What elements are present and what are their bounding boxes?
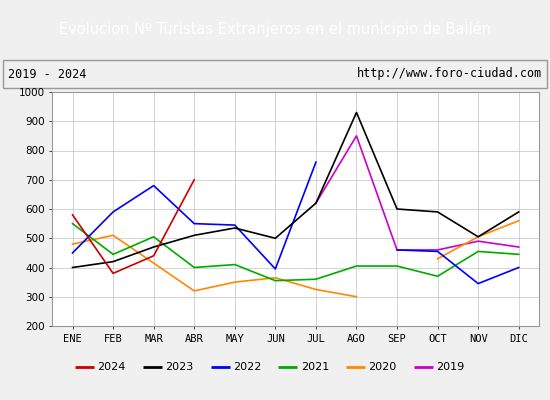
Text: 2021: 2021 — [301, 362, 329, 372]
Text: 2023: 2023 — [165, 362, 194, 372]
Text: 2019: 2019 — [437, 362, 465, 372]
Text: http://www.foro-ciudad.com: http://www.foro-ciudad.com — [356, 68, 542, 80]
Text: 2020: 2020 — [368, 362, 397, 372]
Text: 2024: 2024 — [97, 362, 125, 372]
Text: 2022: 2022 — [233, 362, 261, 372]
Text: 2019 - 2024: 2019 - 2024 — [8, 68, 87, 80]
Text: Evolucion Nº Turistas Extranjeros en el municipio de Bailén: Evolucion Nº Turistas Extranjeros en el … — [59, 21, 491, 37]
